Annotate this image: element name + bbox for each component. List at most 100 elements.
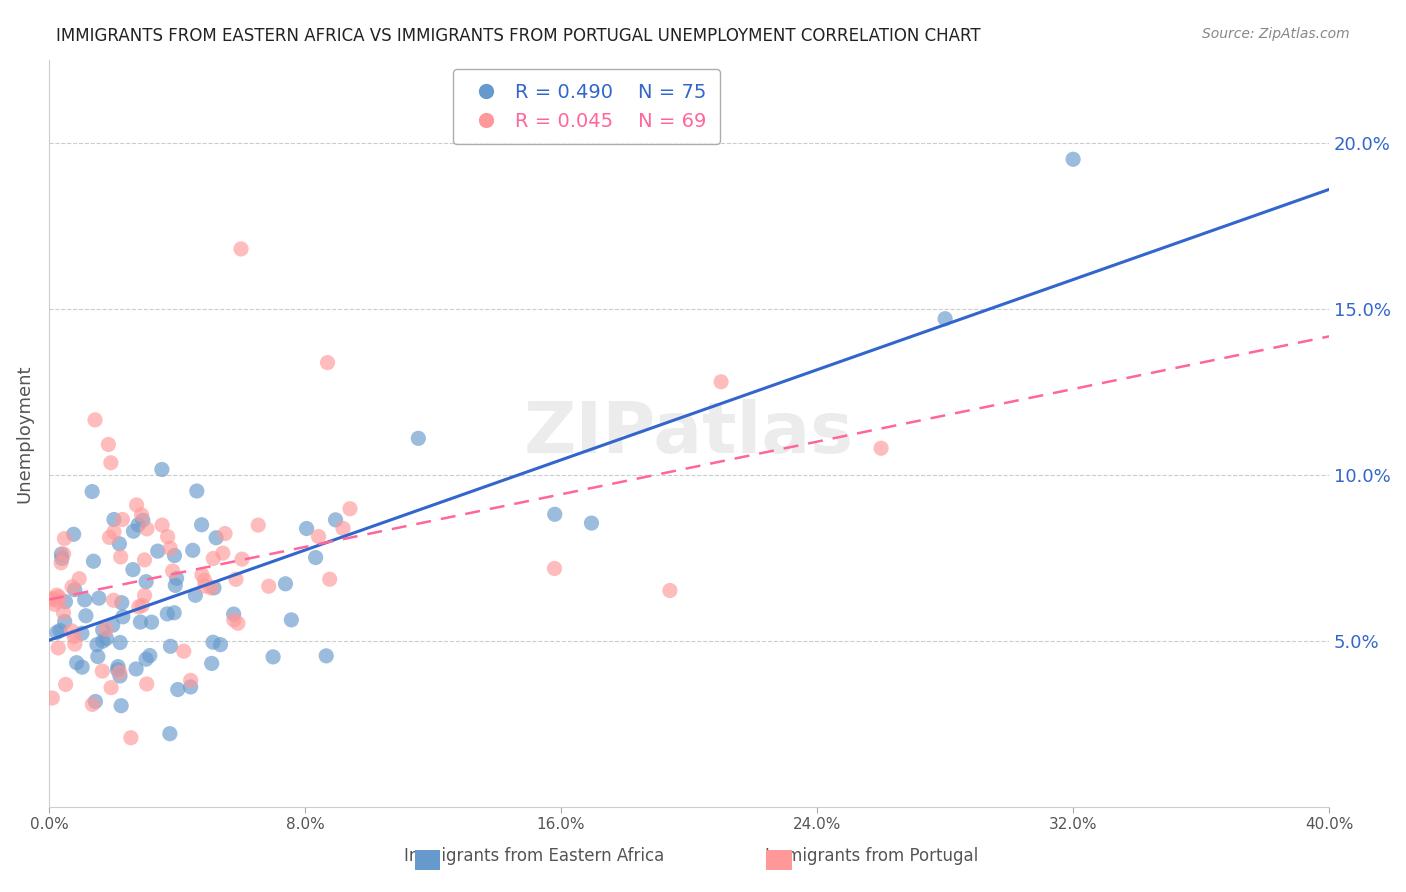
Immigrants from Eastern Africa [87,591,110,606]
Text: Source: ZipAtlas.com: Source: ZipAtlas.com [1202,27,1350,41]
Immigrants from Eastern Africa [53,615,76,629]
Immigrants from Eastern Africa [190,517,212,532]
Immigrants from Portugal [48,594,70,608]
Immigrants from Eastern Africa [70,660,93,674]
Immigrants from Eastern Africa [127,517,149,532]
Immigrants from Portugal [131,508,153,522]
Immigrants from Eastern Africa [87,649,110,664]
Immigrants from Eastern Africa [280,613,302,627]
Immigrants from Portugal [135,677,157,691]
Immigrants from Portugal [191,567,214,582]
Immigrants from Eastern Africa [156,607,179,621]
Immigrants from Eastern Africa [159,727,181,741]
Immigrants from Eastern Africa [45,625,67,640]
Legend: R = 0.490    N = 75, R = 0.045    N = 69: R = 0.490 N = 75, R = 0.045 N = 69 [453,70,720,145]
Immigrants from Eastern Africa [165,578,187,592]
Immigrants from Portugal [543,561,565,575]
Immigrants from Portugal [194,574,217,588]
Immigrants from Portugal [120,731,142,745]
Immigrants from Eastern Africa [139,648,162,663]
Immigrants from Portugal [214,526,236,541]
Immigrants from Eastern Africa [135,652,157,666]
Immigrants from Portugal [162,564,184,578]
Immigrants from Portugal [41,691,63,706]
Immigrants from Portugal [308,529,330,543]
Immigrants from Portugal [84,413,107,427]
Immigrants from Eastern Africa [181,543,204,558]
Immigrants from Eastern Africa [544,508,567,522]
Immigrants from Portugal [173,644,195,658]
Immigrants from Portugal [100,681,122,695]
Immigrants from Portugal [55,677,77,691]
Immigrants from Eastern Africa [146,544,169,558]
Immigrants from Eastern Africa [159,640,181,654]
Immigrants from Eastern Africa [82,484,104,499]
Immigrants from Eastern Africa [141,615,163,630]
Immigrants from Portugal [231,552,253,566]
Immigrants from Portugal [63,630,86,644]
Immigrants from Eastern Africa [63,582,86,597]
Immigrants from Eastern Africa [150,462,173,476]
Immigrants from Eastern Africa [934,311,956,326]
Immigrants from Eastern Africa [274,576,297,591]
Immigrants from Eastern Africa [295,522,318,536]
Immigrants from Portugal [45,588,67,602]
Immigrants from Eastern Africa [96,632,118,646]
Immigrants from Eastern Africa [201,657,224,671]
Immigrants from Portugal [658,583,681,598]
Immigrants from Portugal [49,556,72,570]
Immigrants from Eastern Africa [129,615,152,629]
Immigrants from Eastern Africa [408,431,430,445]
Immigrants from Eastern Africa [73,593,96,607]
Immigrants from Portugal [257,579,280,593]
Immigrants from Eastern Africa [205,531,228,545]
Immigrants from Eastern Africa [209,638,232,652]
Immigrants from Eastern Africa [1062,153,1084,167]
Immigrants from Eastern Africa [75,608,97,623]
Immigrants from Portugal [60,624,83,638]
Immigrants from Portugal [98,531,121,545]
Immigrants from Eastern Africa [55,595,77,609]
Immigrants from Eastern Africa [86,638,108,652]
Immigrants from Eastern Africa [111,609,134,624]
Immigrants from Portugal [60,580,83,594]
Immigrants from Eastern Africa [111,596,134,610]
Immigrants from Portugal [46,640,69,655]
Immigrants from Eastern Africa [91,623,114,637]
Immigrants from Eastern Africa [262,649,284,664]
Immigrants from Eastern Africa [186,483,208,498]
Immigrants from Portugal [91,664,114,678]
Immigrants from Portugal [710,375,733,389]
Text: Immigrants from Eastern Africa: Immigrants from Eastern Africa [404,847,665,865]
Immigrants from Eastern Africa [163,606,186,620]
Immigrants from Eastern Africa [107,663,129,677]
Immigrants from Portugal [150,518,173,533]
Immigrants from Portugal [52,606,75,620]
Immigrants from Portugal [41,592,63,607]
Immigrants from Portugal [53,532,76,546]
Immigrants from Portugal [103,593,125,607]
Immigrants from Portugal [125,498,148,512]
Immigrants from Eastern Africa [184,588,207,602]
Immigrants from Eastern Africa [122,524,145,539]
Immigrants from Portugal [222,613,245,627]
Immigrants from Eastern Africa [163,549,186,563]
Text: IMMIGRANTS FROM EASTERN AFRICA VS IMMIGRANTS FROM PORTUGAL UNEMPLOYMENT CORRELAT: IMMIGRANTS FROM EASTERN AFRICA VS IMMIGR… [56,27,981,45]
Immigrants from Portugal [48,590,70,604]
Immigrants from Eastern Africa [108,635,131,649]
Immigrants from Portugal [128,599,150,614]
Immigrants from Portugal [41,592,63,607]
Immigrants from Eastern Africa [65,656,87,670]
Immigrants from Eastern Africa [202,635,225,649]
Immigrants from Eastern Africa [135,574,157,589]
Immigrants from Eastern Africa [125,662,148,676]
Immigrants from Portugal [63,637,86,651]
Immigrants from Portugal [100,456,122,470]
Immigrants from Portugal [94,623,117,637]
Immigrants from Portugal [202,551,225,566]
Immigrants from Eastern Africa [107,659,129,673]
Immigrants from Eastern Africa [122,563,145,577]
Immigrants from Eastern Africa [101,618,124,632]
Immigrants from Eastern Africa [132,513,155,527]
Immigrants from Eastern Africa [51,551,73,566]
